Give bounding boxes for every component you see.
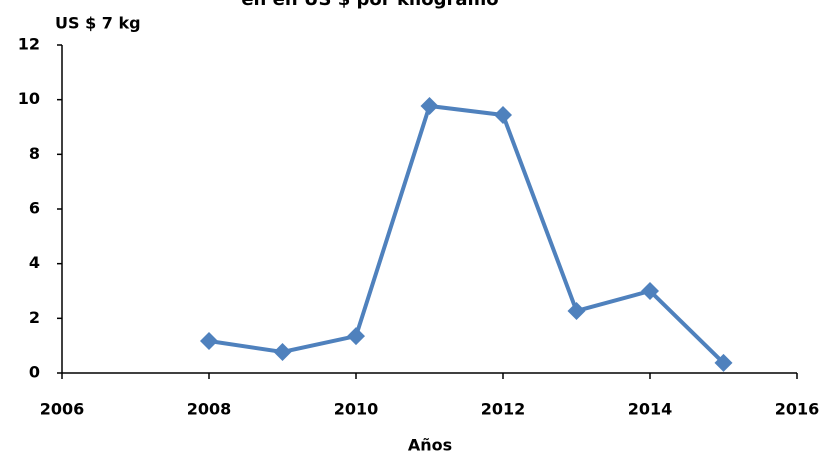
data-point bbox=[494, 105, 512, 124]
y-tick-label: 8 bbox=[29, 144, 40, 163]
data-point bbox=[273, 342, 292, 361]
y-tick-label: 6 bbox=[29, 199, 40, 218]
data-point bbox=[567, 301, 586, 320]
y-tick-label: 2 bbox=[29, 308, 40, 327]
x-tick-label: 2016 bbox=[775, 400, 820, 419]
data-line bbox=[208, 103, 725, 365]
x-tick-label: 2012 bbox=[481, 400, 526, 419]
y-axis-label: US $ 7 kg bbox=[55, 14, 141, 33]
y-tick-label: 4 bbox=[29, 253, 40, 272]
x-tick-label: 2008 bbox=[187, 400, 232, 419]
x-tick-label: 2010 bbox=[334, 400, 379, 419]
data-point bbox=[347, 327, 365, 346]
x-tick-label: 2006 bbox=[40, 400, 85, 419]
data-point bbox=[641, 282, 659, 300]
data-point bbox=[200, 332, 218, 351]
chart-title: en en US $ por kilogramo bbox=[241, 0, 498, 10]
y-tick-label: 12 bbox=[18, 35, 40, 54]
data-point bbox=[714, 353, 733, 372]
x-tick-label: 2014 bbox=[628, 400, 673, 419]
y-tick-label: 10 bbox=[18, 89, 40, 108]
x-axis-label: Años bbox=[408, 436, 452, 455]
data-point bbox=[420, 96, 439, 115]
y-tick-label: 0 bbox=[29, 363, 40, 382]
